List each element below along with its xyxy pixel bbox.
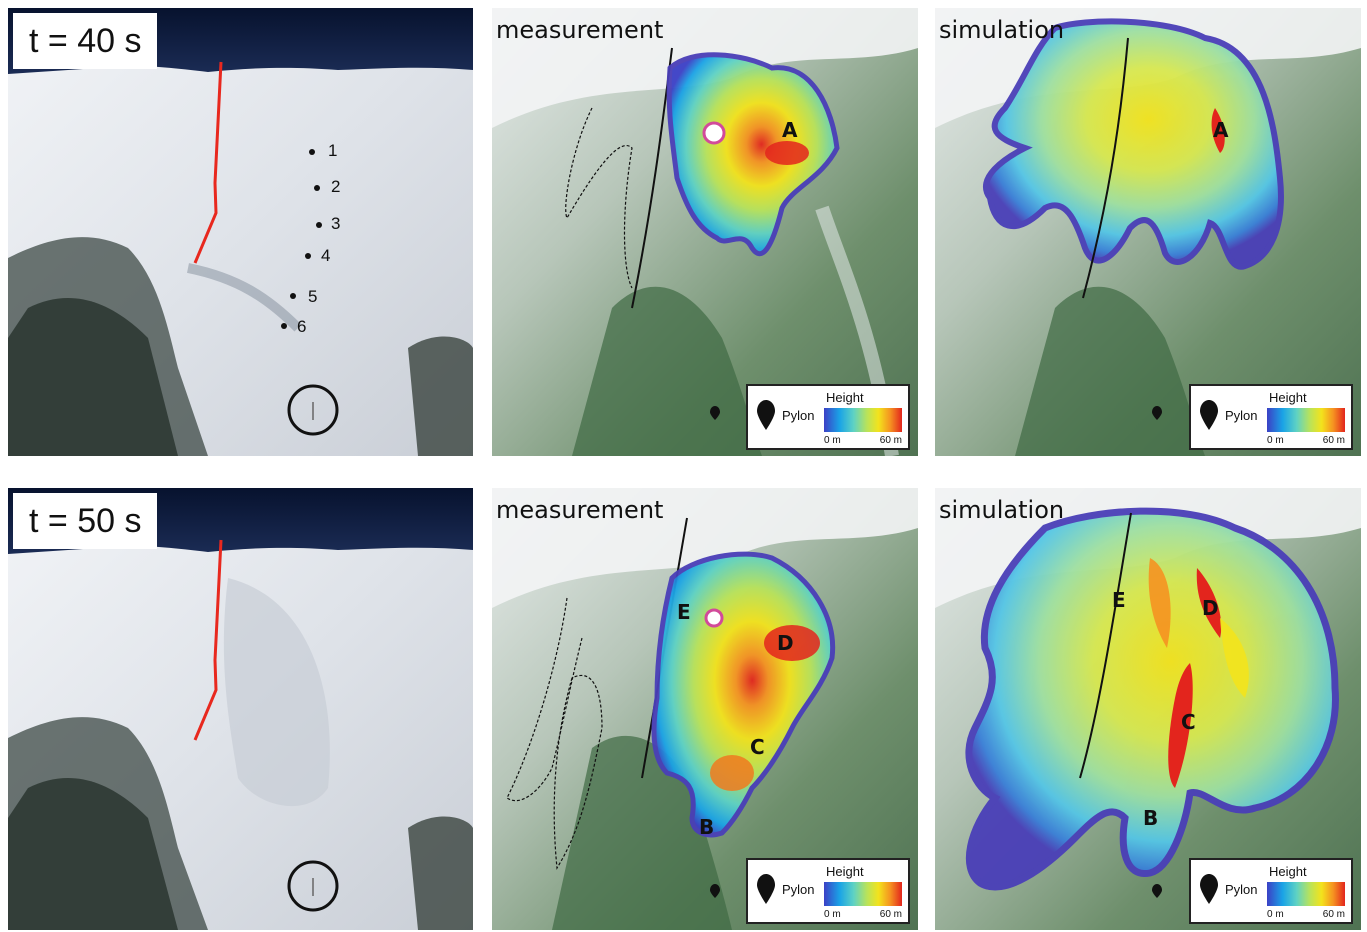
pylon-marker-icon [1200, 400, 1218, 430]
legend-min-label: 0 m [824, 909, 841, 920]
height-legend: Pylon Height 0 m 60 m [1189, 384, 1353, 450]
measurement-panel-t50: measurement E D C B Pylon Height 0 m 60 … [492, 488, 918, 930]
panel-title: simulation [939, 496, 1065, 524]
pylon-marker-icon [1200, 874, 1218, 904]
zone-label: E [1112, 588, 1126, 612]
legend-min-label: 0 m [824, 435, 841, 446]
pylon-marker-icon [1152, 884, 1162, 898]
legend-height-label: Height [1269, 390, 1307, 405]
legend-height-label: Height [826, 390, 864, 405]
legend-pylon-label: Pylon [1225, 882, 1258, 897]
pylon-marker-icon [710, 884, 720, 898]
zone-label: C [1181, 710, 1196, 734]
height-color-ramp [824, 882, 902, 906]
legend-min-label: 0 m [1267, 909, 1284, 920]
legend-height-label: Height [826, 864, 864, 879]
photo-point-label: 4 [321, 246, 331, 265]
height-color-ramp [1267, 882, 1345, 906]
panel-title: measurement [496, 16, 664, 44]
legend-max-label: 60 m [879, 435, 902, 446]
zone-label: B [1143, 806, 1159, 830]
zone-label: D [777, 631, 794, 655]
height-legend: Pylon Height 0 m 60 m [1189, 858, 1353, 924]
height-color-ramp [824, 408, 902, 432]
zone-label: D [1202, 596, 1219, 620]
panel-title: simulation [939, 16, 1065, 44]
photo-point-label: 3 [331, 214, 341, 233]
legend-max-label: 60 m [1322, 435, 1345, 446]
avalanche-extent [965, 507, 1339, 891]
pylon-marker-icon [710, 406, 720, 420]
legend-pylon-label: Pylon [1225, 408, 1258, 423]
avalanche-extent [651, 551, 836, 838]
terrain-map [935, 8, 1361, 456]
legend-height-label: Height [1269, 864, 1307, 879]
trajectory-line [193, 539, 223, 741]
measurement-panel-t40: measurement A Pylon Height 0 m 60 m [492, 8, 918, 456]
simulation-panel-t50: simulation E D C B Pylon Height 0 m 60 m [935, 488, 1361, 930]
height-legend: Pylon Height 0 m 60 m [746, 384, 910, 450]
pylon-marker-icon [757, 400, 775, 430]
avalanche-photo [8, 8, 473, 456]
terrain-map [492, 8, 918, 456]
zone-label: B [699, 815, 715, 839]
height-legend: Pylon Height 0 m 60 m [746, 858, 910, 924]
simulation-panel-t40: simulation A Pylon Height 0 m 60 m [935, 8, 1361, 456]
photo-panel-t50: t = 50 s [8, 488, 473, 930]
zone-label: C [750, 735, 765, 759]
height-color-ramp [1267, 408, 1345, 432]
photo-point-label: 6 [297, 317, 307, 336]
avalanche-photo [8, 488, 473, 930]
legend-pylon-label: Pylon [782, 408, 815, 423]
zone-label: E [677, 600, 691, 624]
pylon-marker-icon [757, 874, 775, 904]
legend-pylon-label: Pylon [782, 882, 815, 897]
photo-point-label: 5 [308, 287, 318, 306]
zone-label: A [1213, 118, 1229, 142]
photo-point-label: 1 [328, 141, 338, 160]
trajectory-line [193, 61, 223, 264]
time-label: t = 50 s [13, 493, 158, 549]
legend-min-label: 0 m [1267, 435, 1284, 446]
photo-point-label: 2 [331, 177, 341, 196]
pylon-circle [287, 384, 339, 436]
photo-panel-t40: t = 40 s 1 2 3 4 5 6 [8, 8, 473, 456]
panel-title: measurement [496, 496, 664, 524]
pylon-marker-icon [1152, 406, 1162, 420]
zone-label: A [782, 118, 798, 142]
legend-max-label: 60 m [879, 909, 902, 920]
terrain-map [935, 488, 1361, 930]
time-label: t = 40 s [13, 13, 158, 69]
pylon-circle [287, 860, 339, 912]
terrain-map [492, 488, 918, 930]
avalanche-extent [982, 18, 1284, 270]
avalanche-extent [666, 52, 840, 257]
legend-max-label: 60 m [1322, 909, 1345, 920]
